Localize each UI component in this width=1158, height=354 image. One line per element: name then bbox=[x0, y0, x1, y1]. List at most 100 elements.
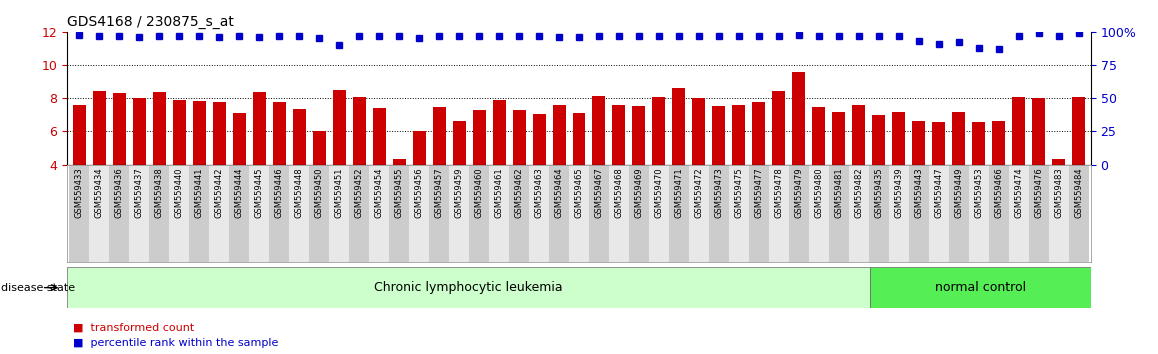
Text: GSM559459: GSM559459 bbox=[455, 167, 463, 218]
Bar bbox=[309, 165, 329, 262]
Text: GSM559446: GSM559446 bbox=[274, 167, 284, 218]
Bar bbox=[1032, 98, 1046, 165]
Bar bbox=[109, 165, 130, 262]
Bar bbox=[412, 131, 425, 165]
Bar bbox=[549, 165, 569, 262]
Text: GSM559454: GSM559454 bbox=[374, 167, 383, 218]
Bar bbox=[552, 105, 565, 165]
Bar bbox=[112, 93, 126, 165]
Text: GSM559447: GSM559447 bbox=[935, 167, 944, 218]
Bar bbox=[89, 165, 109, 262]
Text: GSM559463: GSM559463 bbox=[535, 167, 543, 218]
Bar bbox=[870, 267, 1091, 308]
Text: GSM559483: GSM559483 bbox=[1054, 167, 1063, 218]
Bar bbox=[252, 92, 265, 165]
Bar bbox=[872, 115, 886, 165]
Bar bbox=[213, 102, 226, 165]
Text: GSM559441: GSM559441 bbox=[195, 167, 204, 218]
Bar bbox=[352, 97, 366, 165]
Bar bbox=[929, 165, 948, 262]
Bar bbox=[1053, 159, 1065, 165]
Bar bbox=[733, 105, 746, 165]
Text: GSM559482: GSM559482 bbox=[855, 167, 864, 218]
Text: GSM559433: GSM559433 bbox=[74, 167, 83, 218]
Text: GSM559444: GSM559444 bbox=[235, 167, 243, 218]
Text: GSM559443: GSM559443 bbox=[915, 167, 923, 218]
Bar bbox=[833, 112, 845, 165]
Text: GDS4168 / 230875_s_at: GDS4168 / 230875_s_at bbox=[67, 16, 234, 29]
Text: GSM559464: GSM559464 bbox=[555, 167, 564, 218]
Bar bbox=[149, 165, 169, 262]
Text: GSM559442: GSM559442 bbox=[214, 167, 223, 218]
Text: GSM559480: GSM559480 bbox=[814, 167, 823, 218]
Bar bbox=[728, 165, 749, 262]
Bar bbox=[948, 165, 969, 262]
Bar bbox=[469, 165, 489, 262]
Bar bbox=[969, 165, 989, 262]
Text: GSM559439: GSM559439 bbox=[894, 167, 903, 218]
Bar bbox=[689, 165, 709, 262]
Bar bbox=[1009, 165, 1028, 262]
Text: GSM559471: GSM559471 bbox=[674, 167, 683, 218]
Text: GSM559440: GSM559440 bbox=[175, 167, 184, 218]
Bar bbox=[449, 165, 469, 262]
Bar bbox=[133, 98, 146, 165]
Bar bbox=[373, 108, 386, 165]
Bar bbox=[529, 165, 549, 262]
Bar bbox=[868, 165, 889, 262]
Bar bbox=[712, 106, 725, 165]
Bar bbox=[652, 97, 666, 165]
Bar bbox=[229, 165, 249, 262]
Bar bbox=[67, 267, 870, 308]
Text: GSM559462: GSM559462 bbox=[514, 167, 523, 218]
Bar bbox=[613, 105, 625, 165]
Bar bbox=[992, 121, 1005, 165]
Bar bbox=[169, 165, 189, 262]
Text: GSM559434: GSM559434 bbox=[95, 167, 104, 218]
Bar bbox=[453, 121, 466, 165]
Bar bbox=[629, 165, 648, 262]
Text: GSM559475: GSM559475 bbox=[734, 167, 743, 218]
Text: GSM559453: GSM559453 bbox=[974, 167, 983, 218]
Bar bbox=[272, 102, 286, 165]
Bar bbox=[973, 122, 985, 165]
Bar bbox=[489, 165, 510, 262]
Bar bbox=[472, 110, 485, 165]
Bar bbox=[153, 92, 166, 165]
Text: GSM559470: GSM559470 bbox=[654, 167, 664, 218]
Text: GSM559461: GSM559461 bbox=[494, 167, 504, 218]
Text: normal control: normal control bbox=[935, 281, 1026, 294]
Bar bbox=[669, 165, 689, 262]
Bar bbox=[913, 121, 925, 165]
Bar bbox=[753, 102, 765, 165]
Text: GSM559467: GSM559467 bbox=[594, 167, 603, 218]
Bar bbox=[632, 106, 645, 165]
Text: ■  transformed count: ■ transformed count bbox=[73, 322, 195, 332]
Bar bbox=[569, 165, 589, 262]
Bar bbox=[93, 91, 105, 165]
Bar bbox=[909, 165, 929, 262]
Bar bbox=[192, 101, 206, 165]
Text: GSM559481: GSM559481 bbox=[835, 167, 843, 218]
Text: GSM559472: GSM559472 bbox=[695, 167, 703, 218]
Bar bbox=[673, 88, 686, 165]
Bar bbox=[173, 100, 185, 165]
Text: GSM559476: GSM559476 bbox=[1034, 167, 1043, 218]
Text: GSM559436: GSM559436 bbox=[115, 167, 124, 218]
Text: GSM559438: GSM559438 bbox=[155, 167, 163, 218]
Bar bbox=[433, 107, 446, 165]
Bar bbox=[709, 165, 728, 262]
Bar bbox=[749, 165, 769, 262]
Bar bbox=[329, 165, 349, 262]
Bar bbox=[430, 165, 449, 262]
Bar bbox=[349, 165, 369, 262]
Bar bbox=[1072, 97, 1085, 165]
Bar bbox=[1028, 165, 1049, 262]
Bar bbox=[293, 109, 306, 165]
Bar bbox=[393, 159, 405, 165]
Bar bbox=[789, 165, 809, 262]
Text: GSM559435: GSM559435 bbox=[874, 167, 884, 218]
Text: GSM559469: GSM559469 bbox=[635, 167, 644, 218]
Bar bbox=[210, 165, 229, 262]
Text: GSM559473: GSM559473 bbox=[714, 167, 724, 218]
